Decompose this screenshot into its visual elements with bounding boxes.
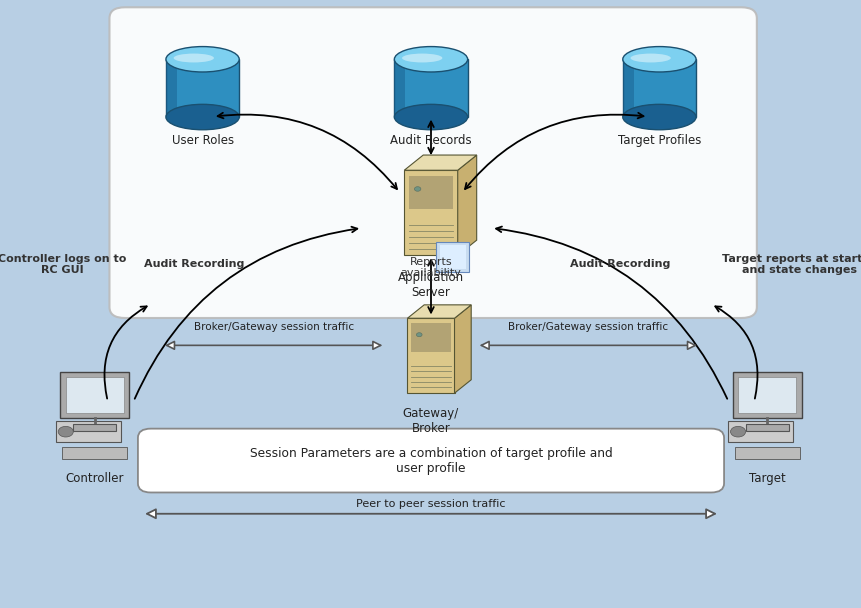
FancyBboxPatch shape [728, 421, 792, 443]
Text: Gateway/
Broker: Gateway/ Broker [402, 407, 459, 435]
Polygon shape [454, 305, 471, 393]
FancyBboxPatch shape [407, 318, 454, 393]
FancyBboxPatch shape [56, 421, 121, 443]
FancyBboxPatch shape [411, 323, 450, 352]
Text: Reports
availability: Reports availability [400, 257, 461, 278]
FancyBboxPatch shape [622, 60, 696, 117]
Text: Session Parameters are a combination of target profile and
user profile: Session Parameters are a combination of … [250, 447, 611, 475]
FancyBboxPatch shape [408, 176, 453, 209]
Text: Audit Records: Audit Records [390, 134, 471, 147]
FancyBboxPatch shape [109, 7, 756, 318]
FancyArrowPatch shape [480, 342, 695, 349]
Circle shape [414, 187, 420, 192]
FancyBboxPatch shape [165, 60, 177, 117]
FancyBboxPatch shape [404, 170, 457, 255]
Text: Target: Target [748, 472, 784, 485]
Ellipse shape [394, 105, 468, 130]
Text: Broker/Gateway session traffic: Broker/Gateway session traffic [508, 322, 667, 332]
FancyArrowPatch shape [166, 342, 381, 349]
Text: Target reports at startup
and state changes: Target reports at startup and state chan… [721, 254, 861, 275]
Text: Application
Server: Application Server [398, 271, 463, 299]
FancyBboxPatch shape [622, 60, 633, 117]
FancyBboxPatch shape [138, 429, 723, 492]
FancyBboxPatch shape [436, 241, 468, 272]
Polygon shape [457, 155, 476, 255]
FancyBboxPatch shape [73, 424, 116, 432]
Text: Audit Recording: Audit Recording [144, 260, 244, 269]
FancyBboxPatch shape [394, 60, 467, 117]
Ellipse shape [165, 105, 238, 130]
FancyBboxPatch shape [165, 60, 238, 117]
FancyArrowPatch shape [147, 510, 714, 518]
Text: Audit Recording: Audit Recording [570, 260, 670, 269]
FancyBboxPatch shape [60, 372, 129, 418]
Text: User Roles: User Roles [171, 134, 233, 147]
Text: Controller logs on to
RC GUI: Controller logs on to RC GUI [0, 254, 126, 275]
Text: Target Profiles: Target Profiles [617, 134, 700, 147]
FancyBboxPatch shape [732, 372, 801, 418]
Circle shape [729, 426, 745, 437]
Polygon shape [404, 155, 476, 170]
Ellipse shape [165, 47, 238, 72]
Text: Broker/Gateway session traffic: Broker/Gateway session traffic [194, 322, 353, 332]
Circle shape [59, 426, 73, 437]
FancyBboxPatch shape [737, 377, 796, 413]
Ellipse shape [622, 105, 696, 130]
Text: Peer to peer session traffic: Peer to peer session traffic [356, 499, 505, 509]
Ellipse shape [401, 54, 442, 63]
Ellipse shape [629, 54, 670, 63]
Circle shape [416, 333, 422, 337]
FancyBboxPatch shape [734, 447, 799, 460]
Ellipse shape [622, 47, 696, 72]
Polygon shape [407, 305, 471, 318]
Text: Controller: Controller [65, 472, 124, 485]
FancyBboxPatch shape [65, 377, 124, 413]
FancyBboxPatch shape [745, 424, 788, 432]
Ellipse shape [394, 47, 468, 72]
FancyBboxPatch shape [394, 60, 405, 117]
FancyBboxPatch shape [439, 244, 465, 269]
FancyBboxPatch shape [63, 447, 127, 460]
Ellipse shape [173, 54, 214, 63]
